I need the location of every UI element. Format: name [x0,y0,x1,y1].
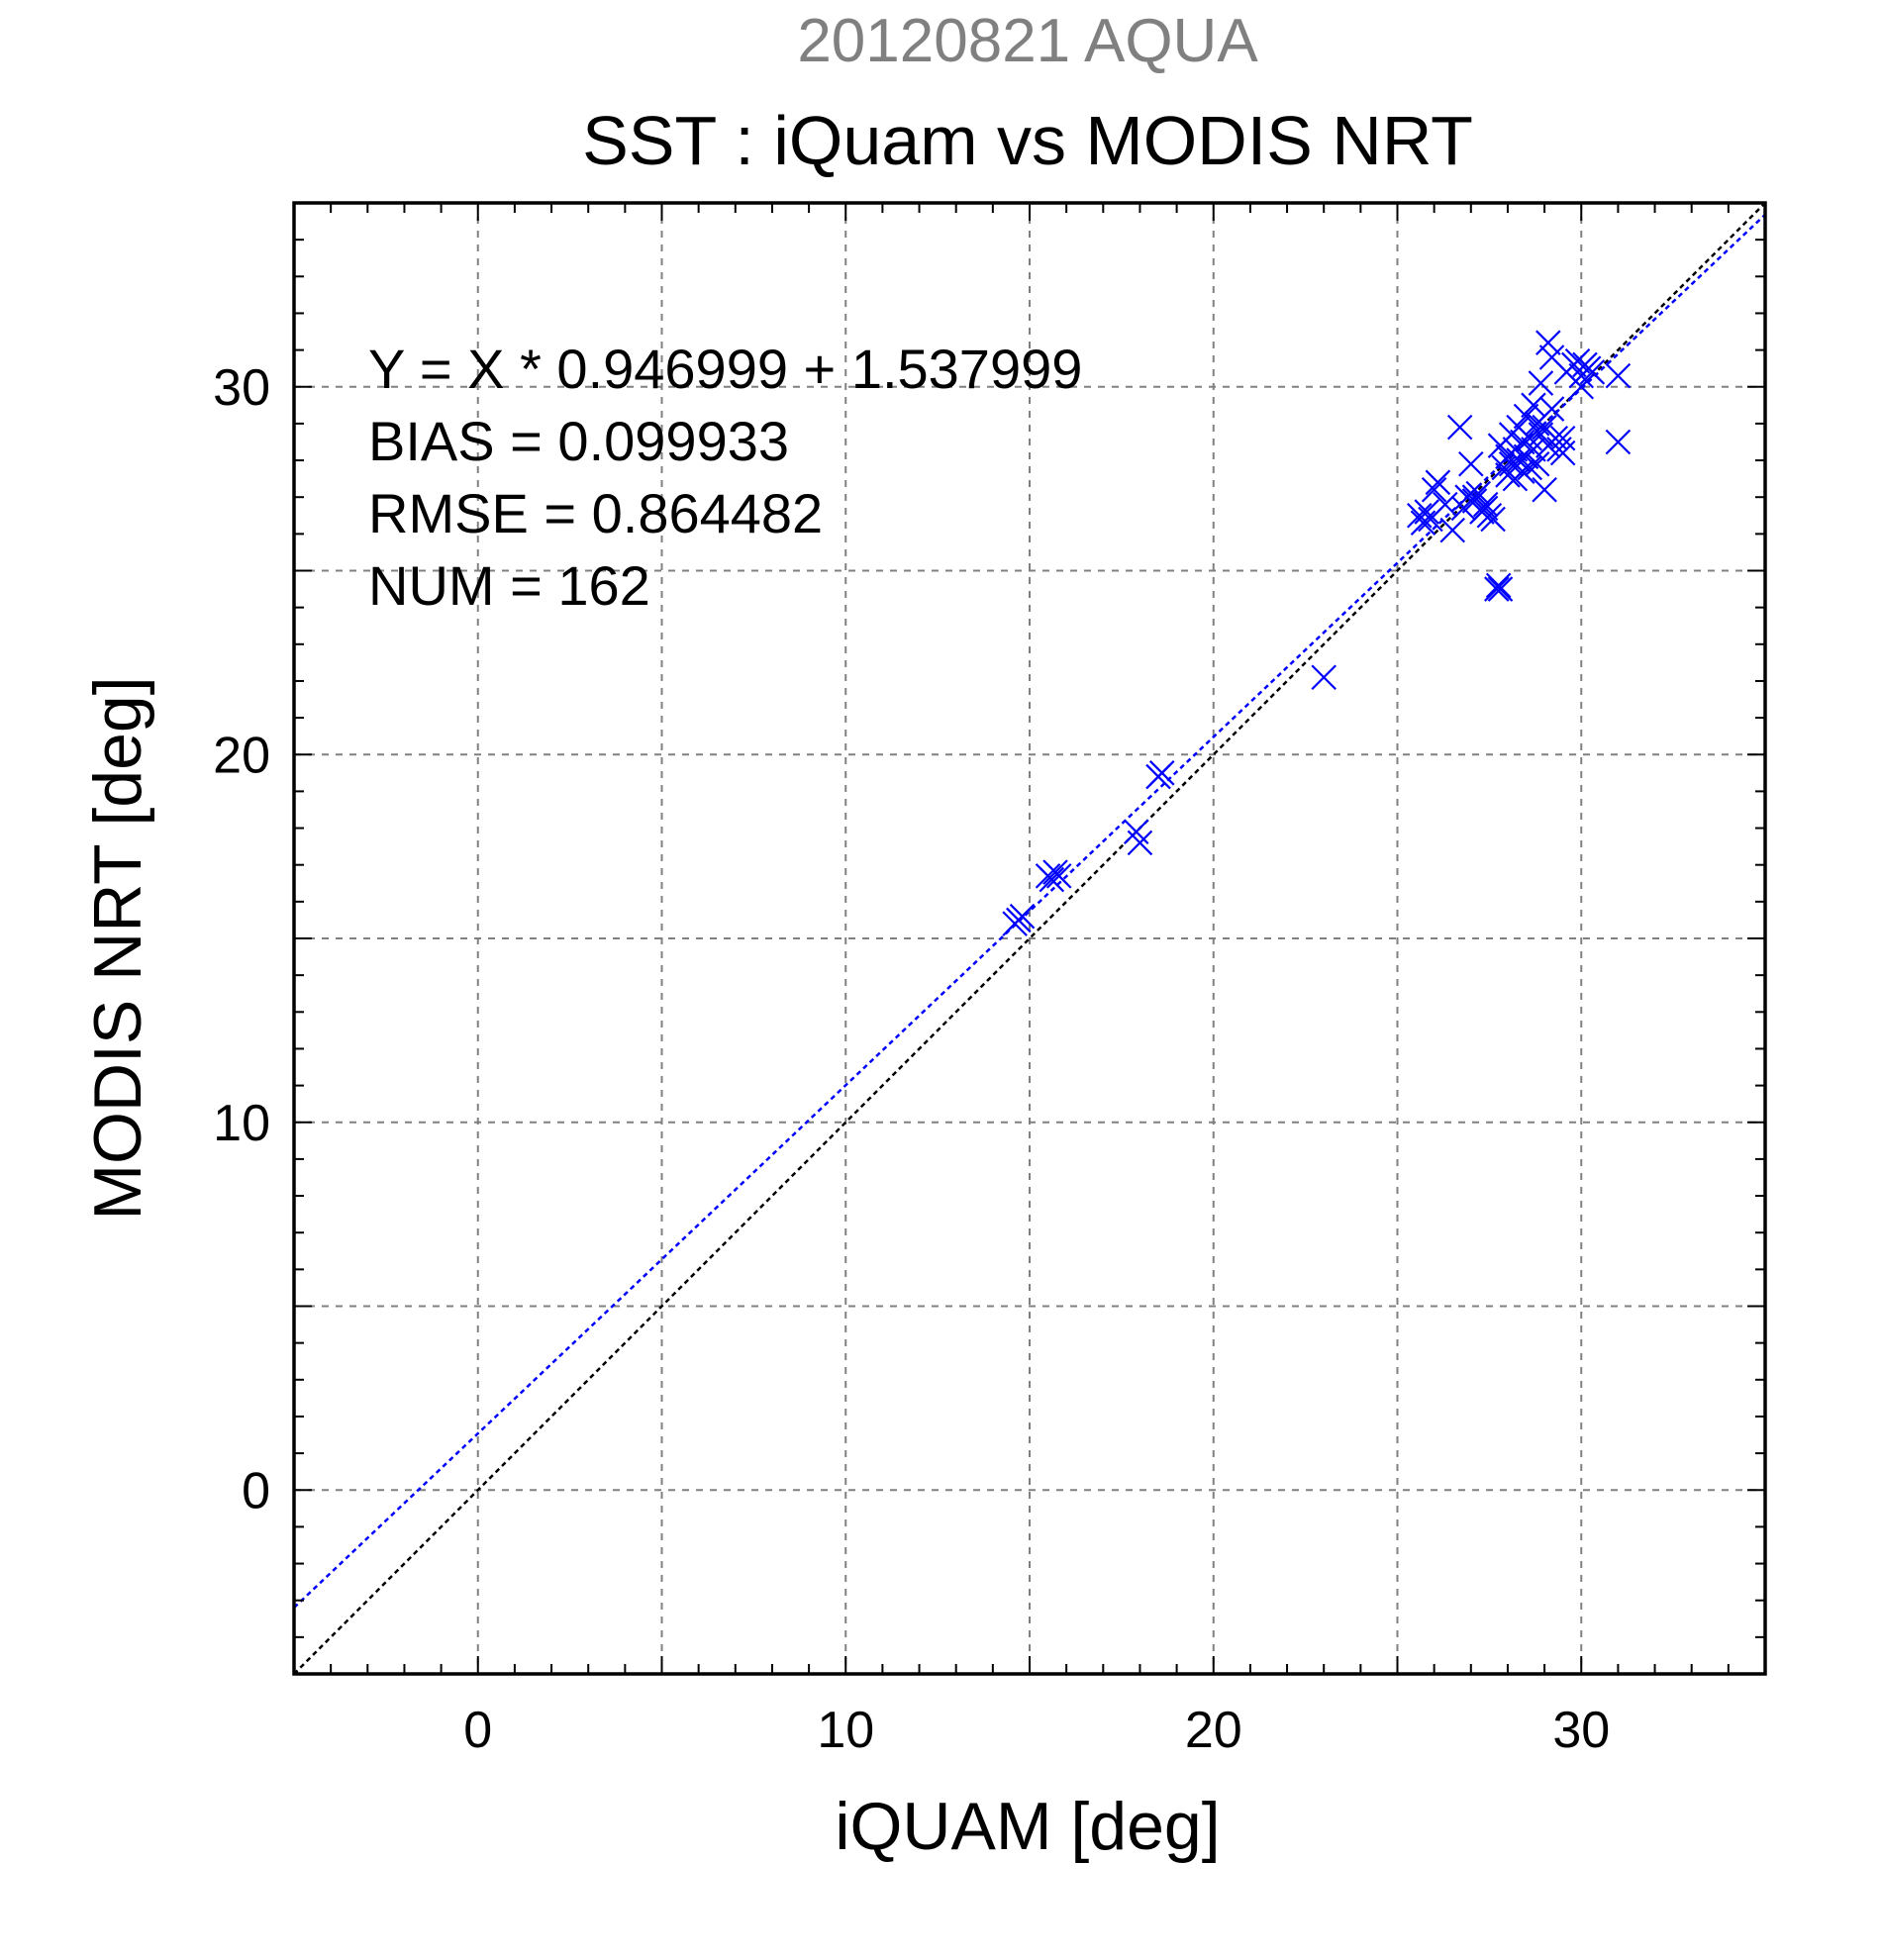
data-point [1524,450,1550,477]
data-point [1458,450,1484,477]
chart-supertitle: 20120821 AQUA [797,7,1258,75]
data-point [1513,403,1539,430]
data-point [1485,572,1512,599]
data-point [1564,347,1591,374]
x-tick-label: 20 [1185,1702,1242,1759]
data-point [1605,362,1632,389]
data-point [1039,866,1065,893]
data-point [1528,370,1554,396]
data-point [1579,359,1606,385]
data-point [1568,373,1595,400]
x-axis-label: iQUAM [deg] [835,1789,1220,1864]
data-point [1538,396,1565,422]
x-tick-label: 30 [1552,1702,1610,1759]
stats-line: NUM = 162 [368,554,650,617]
data-point [1510,458,1535,484]
plot-border [292,201,1767,1676]
data-point [1510,429,1535,455]
data-point [1446,414,1473,441]
y-axis-label: MODIS NRT [deg] [80,676,155,1220]
plot-frame [292,201,1767,1676]
chart-title: SST : iQuam vs MODIS NRT [582,102,1473,179]
data-point [1480,506,1506,533]
data-points [1002,330,1632,936]
y-tick-label: 20 [213,727,270,784]
data-point [1521,392,1546,419]
data-point [1127,830,1153,856]
data-point [1487,576,1514,602]
data-point [1425,469,1451,496]
data-point [1311,664,1336,691]
data-point [1521,437,1546,462]
stats-line: BIAS = 0.099933 [368,410,789,472]
data-point [1472,495,1499,522]
stats-line: RMSE = 0.864482 [368,482,823,544]
y-tick-label: 10 [213,1095,270,1152]
data-point [1045,863,1072,889]
x-tick-label: 0 [463,1702,492,1759]
y-tick-label: 30 [213,359,270,417]
data-point [1145,763,1171,790]
data-point [1535,330,1561,355]
data-point [1414,499,1439,525]
data-point [1605,429,1632,455]
data-point [1528,422,1554,447]
stats-line: Y = X * 0.946999 + 1.537999 [368,338,1082,400]
tick-labels: 0 10 20 30 0 10 20 30 [213,359,1610,1759]
data-point [1421,476,1447,503]
data-point [1532,476,1557,503]
data-point [1549,440,1576,466]
data-point [1484,576,1510,602]
data-point [1002,911,1028,936]
data-point [1439,517,1465,543]
data-point [1433,491,1458,518]
grid-lines [294,203,1765,1674]
y-tick-label: 0 [242,1462,270,1519]
x-tick-label: 10 [817,1702,874,1759]
stats-box: Y = X * 0.946999 + 1.537999 BIAS = 0.0999… [368,338,1082,617]
